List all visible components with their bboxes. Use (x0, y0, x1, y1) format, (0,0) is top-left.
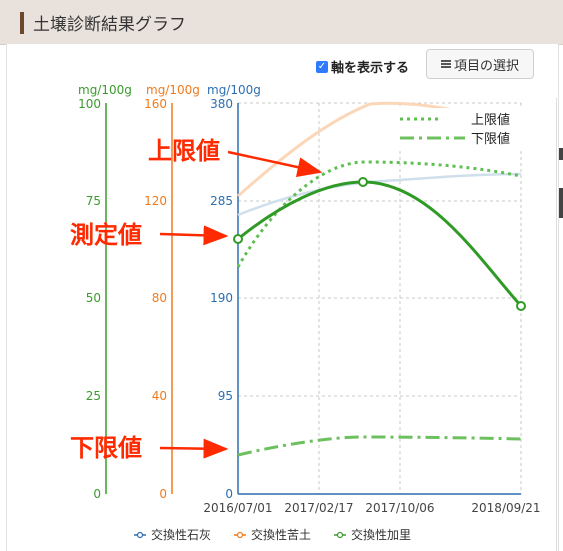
legend-marker-potassium-dot (336, 531, 344, 539)
series-line-measured (237, 180, 523, 307)
series-line-calcium-faded (237, 172, 522, 217)
show-axes-toggle[interactable]: ✓ 軸を表示する (316, 57, 409, 76)
series-line-lower-limit (237, 435, 522, 457)
annotation-lower-limit: 下限値 (70, 434, 142, 462)
data-point[interactable] (358, 177, 368, 187)
tick-label: 50 (86, 291, 101, 305)
series-line-upper-limit (236, 160, 522, 268)
legend-label-lower: 下限値 (471, 131, 510, 147)
select-items-label: 項目の選択 (453, 58, 519, 74)
select-items-button[interactable]: 項目の選択 (426, 49, 534, 79)
tick-label: 190 (210, 291, 233, 305)
tick-label: 25 (86, 389, 101, 403)
tick-label: 0 (159, 487, 167, 501)
annotation-arrow-upper (227, 150, 323, 177)
tick-label: 80 (152, 291, 167, 305)
tick-label: 160 (144, 97, 167, 111)
checkbox-checked-icon[interactable]: ✓ (316, 60, 328, 73)
axis-unit-calcium: mg/100g (207, 83, 261, 97)
tick-label: 100 (78, 97, 101, 111)
annotation-upper-limit: 上限値 (148, 137, 220, 165)
legend-box (392, 108, 522, 150)
x-tick-label: 2017/02/17 (284, 501, 353, 515)
page-title: 土壌診断結果グラフ (33, 15, 186, 35)
tick-label: 0 (225, 487, 233, 501)
legend-label-upper: 上限値 (471, 112, 510, 128)
annotation-measured: 測定値 (70, 221, 142, 249)
legend-item-calcium[interactable]: 交換性石灰 (151, 527, 211, 542)
edge-marker (559, 188, 563, 218)
tick-label: 0 (93, 487, 101, 501)
tick-label: 40 (152, 389, 167, 403)
tick-label: 285 (210, 194, 233, 208)
legend-marker-magnesium-dot (236, 531, 244, 539)
axis-unit-magnesium: mg/100g (146, 83, 200, 97)
tick-label: 120 (144, 194, 167, 208)
x-tick-label: 2018/09/21 (471, 501, 540, 515)
data-point[interactable] (233, 234, 243, 244)
tick-label: 380 (210, 97, 233, 111)
x-tick-label: 2016/07/01 (203, 501, 272, 515)
annotation-arrow-measured (159, 225, 229, 246)
annotation-arrow-lower (159, 438, 229, 459)
data-point[interactable] (516, 301, 526, 311)
legend-marker-calcium-dot (136, 531, 144, 539)
right-side-panel-edge (556, 98, 563, 551)
edge-marker (559, 148, 563, 160)
tick-label: 75 (86, 194, 101, 208)
axis-unit-potassium: mg/100g (78, 83, 132, 97)
page-header: 土壌診断結果グラフ (0, 0, 563, 45)
tick-label: 95 (218, 389, 233, 403)
header-accent-bar (20, 12, 24, 34)
show-axes-label: 軸を表示する (331, 61, 410, 76)
list-icon (440, 60, 451, 68)
x-tick-label: 2017/10/06 (365, 501, 434, 515)
legend-item-potassium[interactable]: 交換性加里 (351, 527, 411, 542)
legend-item-magnesium[interactable]: 交換性苦土 (251, 527, 311, 542)
